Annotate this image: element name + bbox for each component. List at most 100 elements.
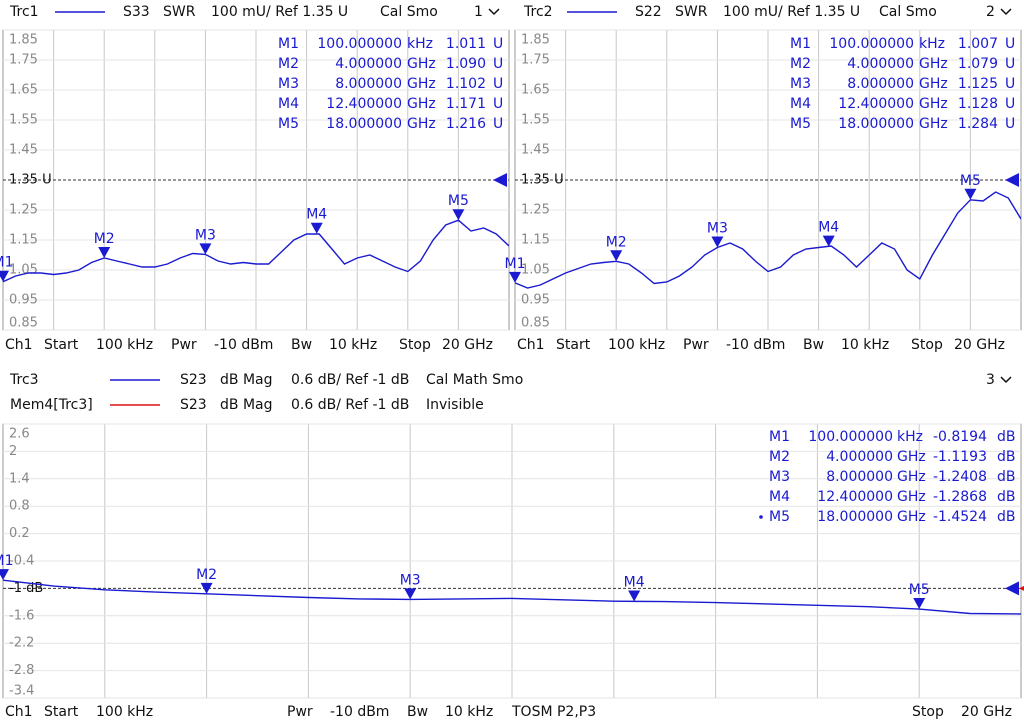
menu-chevron[interactable]	[488, 8, 500, 16]
marker-unit: U	[1005, 96, 1015, 112]
marker-name: M1	[769, 429, 790, 445]
marker-label: M3	[707, 221, 728, 237]
marker-stim-unit: GHz	[919, 96, 948, 112]
marker-stimulus: 18.000000	[326, 116, 402, 132]
marker-stim-unit: GHz	[897, 449, 926, 465]
y-tick-label: 0.85	[521, 316, 550, 331]
y-tick-label: 1.15	[521, 233, 550, 248]
y-tick-label: 0.95	[521, 293, 550, 308]
footer-text: 20 GHz	[961, 704, 1012, 720]
footer-text: Ch1	[5, 337, 33, 353]
y-tick-label: -3.4	[9, 684, 34, 699]
header-text: Cal Math Smo	[426, 372, 523, 388]
y-tick-label: -2.8	[9, 663, 34, 678]
menu-chevron[interactable]	[1000, 8, 1012, 16]
menu-chevron[interactable]	[1000, 376, 1012, 384]
marker-unit: dB	[997, 429, 1016, 445]
y-tick-label: 1.65	[521, 83, 550, 98]
marker-stim-unit: GHz	[407, 76, 436, 92]
header-text: 100 mU/ Ref 1.35 U	[723, 4, 860, 20]
y-tick-label: 1.45	[521, 143, 550, 158]
marker-name: M2	[790, 56, 811, 72]
mem-ref-arrow	[1019, 585, 1024, 591]
footer-text: Start	[44, 704, 79, 720]
marker-triangle	[452, 209, 465, 221]
y-tick-label: 1.75	[9, 53, 38, 68]
y-tick-label: 1.45	[9, 143, 38, 158]
header-text: 3	[986, 372, 995, 388]
y-tick-label: -0.4	[9, 554, 34, 569]
footer-text: Ch1	[517, 337, 545, 353]
marker-triangle	[964, 188, 977, 200]
marker-label: M4	[624, 574, 645, 590]
footer-text: Ch1	[5, 704, 33, 720]
marker-label: M4	[306, 207, 327, 223]
marker-unit: dB	[997, 469, 1016, 485]
marker-stim-unit: kHz	[919, 36, 945, 52]
marker-unit: U	[1005, 116, 1015, 132]
y-tick-label: 0.95	[9, 293, 38, 308]
marker-triangle	[509, 271, 521, 283]
footer-text: 100 kHz	[608, 337, 665, 353]
trace-group	[3, 219, 509, 283]
header-text: S33	[123, 4, 150, 20]
ref-label: 1.35 U	[521, 173, 564, 188]
marker-response: 1.216	[446, 116, 486, 132]
marker-stim-unit: GHz	[897, 469, 926, 485]
header-text: Trc3	[9, 372, 39, 388]
marker-triangle	[404, 588, 417, 600]
marker-stimulus: 8.000000	[826, 469, 893, 485]
marker-name: M3	[278, 76, 299, 92]
marker-stimulus: 4.000000	[335, 56, 402, 72]
header-text: Trc2	[523, 4, 553, 20]
header-text: Trc1	[9, 4, 39, 20]
marker-label: M3	[400, 572, 421, 588]
marker-name: M3	[790, 76, 811, 92]
header-text: 0.6 dB/ Ref -1 dB	[291, 397, 409, 413]
marker-response: 1.128	[958, 96, 998, 112]
marker-response: 1.011	[446, 36, 486, 52]
y-tick-label: -2.2	[9, 636, 34, 651]
y-tick-label: 1.55	[521, 113, 550, 128]
marker-name: M1	[790, 36, 811, 52]
marker-response: 1.007	[958, 36, 998, 52]
header-text: S23	[180, 372, 207, 388]
ref-label: 1.35 U	[9, 173, 52, 188]
trace-group	[3, 579, 1021, 615]
marker-stimulus: 12.400000	[817, 489, 893, 505]
ref-label: -1 dB	[9, 581, 43, 596]
marker-label: M5	[960, 173, 981, 189]
header-text: Cal Smo	[879, 4, 937, 20]
marker-unit: U	[493, 56, 503, 72]
marker-stim-unit: GHz	[897, 489, 926, 505]
marker-unit: U	[1005, 56, 1015, 72]
marker-stimulus: 12.400000	[838, 96, 914, 112]
footer-text: Start	[556, 337, 591, 353]
marker-label: M5	[909, 582, 930, 598]
marker-triangle	[98, 247, 111, 258]
marker-name: M4	[790, 96, 811, 112]
marker-response: -1.4524	[933, 509, 987, 525]
footer-text: Stop	[912, 704, 944, 720]
marker-stimulus: 8.000000	[335, 76, 402, 92]
footer-text: 20 GHz	[954, 337, 1005, 353]
y-tick-label: -1.6	[9, 608, 34, 623]
y-tick-label: 0.2	[9, 526, 30, 541]
marker-unit: U	[493, 36, 503, 52]
marker-unit: U	[493, 76, 503, 92]
y-tick-label: 1.25	[9, 203, 38, 218]
marker-label: M2	[196, 567, 217, 583]
marker-unit: U	[1005, 76, 1015, 92]
trace-group	[515, 191, 1021, 289]
marker-response: 1.079	[958, 56, 998, 72]
marker-name: M2	[278, 56, 299, 72]
marker-stim-unit: GHz	[919, 116, 948, 132]
trace-line	[3, 219, 509, 283]
y-tick-label: 1.4	[9, 471, 30, 486]
footer-text: Stop	[911, 337, 943, 353]
marker-stimulus: 4.000000	[847, 56, 914, 72]
footer-text: 100 kHz	[96, 704, 153, 720]
marker-stim-unit: GHz	[919, 76, 948, 92]
marker-stim-unit: GHz	[919, 56, 948, 72]
footer-text: 10 kHz	[445, 704, 493, 720]
